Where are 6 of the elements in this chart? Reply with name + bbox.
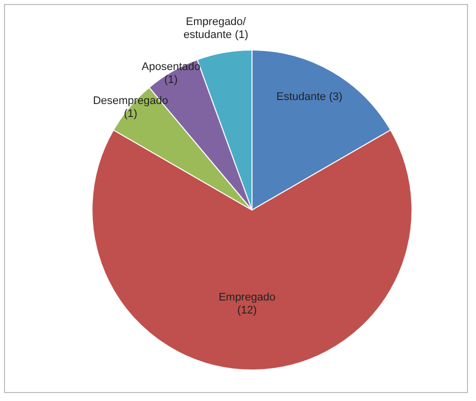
data-label: (1) (124, 108, 138, 120)
data-label: (12) (237, 304, 257, 317)
slice-label: Empregado (218, 292, 276, 304)
data-label: (1) (164, 74, 178, 86)
slice-label: Empregado/estudante (1) (183, 16, 248, 42)
slice-label: Estudante (3) (276, 90, 342, 103)
